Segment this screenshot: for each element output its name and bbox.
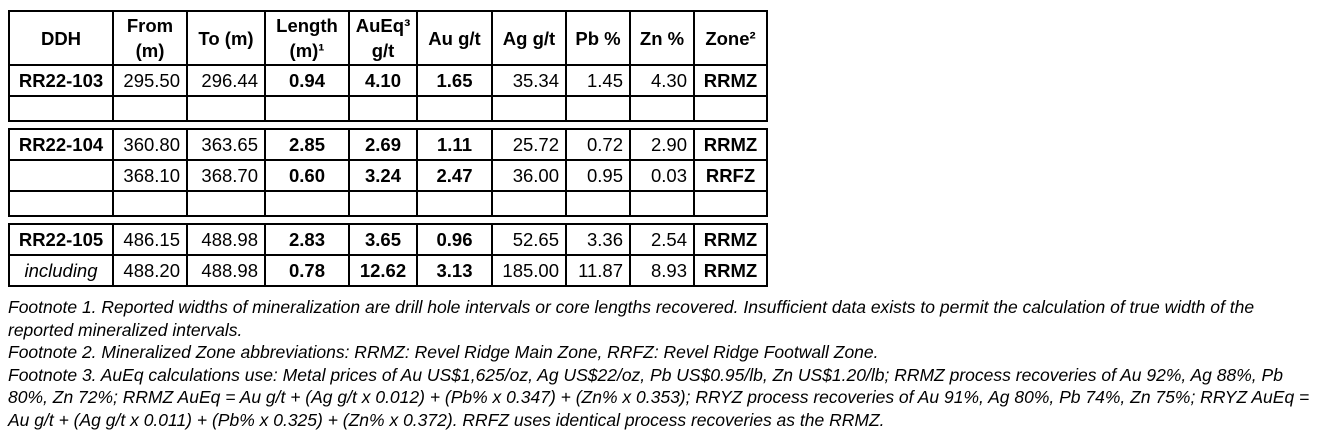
results-group-2: RR22-104 360.80 363.65 2.85 2.69 1.11 25… (8, 128, 768, 217)
cell-zn: 0.03 (629, 159, 695, 192)
cell-aueq: 4.10 (348, 64, 418, 97)
blank-cell (264, 190, 350, 217)
blank-cell (8, 190, 114, 217)
blank-cell (186, 95, 266, 122)
cell-from: 360.80 (112, 128, 188, 161)
cell-zn: 4.30 (629, 64, 695, 97)
blank-cell (112, 95, 188, 122)
blank-cell (186, 190, 266, 217)
cell-au: 2.47 (416, 159, 493, 192)
drill-results-table: DDH From (m) To (m) Length (m)¹ AuEq³ g/… (8, 10, 768, 287)
cell-to: 296.44 (186, 64, 266, 97)
blank-cell (565, 95, 631, 122)
cell-zone: RRFZ (693, 159, 768, 192)
blank-cell (629, 190, 695, 217)
cell-zone: RRMZ (693, 223, 768, 256)
cell-aueq: 3.65 (348, 223, 418, 256)
blank-cell (348, 190, 418, 217)
header-to: To (m) (186, 10, 266, 66)
footnotes: Footnote 1. Reported widths of mineraliz… (8, 296, 1314, 431)
blank-cell (348, 95, 418, 122)
cell-ddh: including (8, 254, 114, 287)
results-group-3: RR22-105 486.15 488.98 2.83 3.65 0.96 52… (8, 223, 768, 287)
cell-aueq: 12.62 (348, 254, 418, 287)
blank-cell (565, 190, 631, 217)
header-aueq: AuEq³ g/t (348, 10, 418, 66)
cell-zn: 2.90 (629, 128, 695, 161)
footnote-1: Footnote 1. Reported widths of mineraliz… (8, 297, 1255, 340)
cell-zone: RRMZ (693, 254, 768, 287)
cell-from: 486.15 (112, 223, 188, 256)
blank-cell (264, 95, 350, 122)
header-zone: Zone² (693, 10, 768, 66)
cell-au: 3.13 (416, 254, 493, 287)
blank-cell (693, 95, 768, 122)
header-row: DDH From (m) To (m) Length (m)¹ AuEq³ g/… (8, 10, 768, 66)
cell-aueq: 3.24 (348, 159, 418, 192)
cell-zn: 2.54 (629, 223, 695, 256)
header-ddh: DDH (8, 10, 114, 66)
cell-aueq: 2.69 (348, 128, 418, 161)
cell-pb: 3.36 (565, 223, 631, 256)
table-row-rr22-104b: 368.10 368.70 0.60 3.24 2.47 36.00 0.95 … (8, 159, 768, 192)
header-zn: Zn % (629, 10, 695, 66)
header-from: From (m) (112, 10, 188, 66)
cell-pb: 0.72 (565, 128, 631, 161)
footnote-2: Footnote 2. Mineralized Zone abbreviatio… (8, 342, 879, 362)
cell-pb: 1.45 (565, 64, 631, 97)
header-pb: Pb % (565, 10, 631, 66)
cell-from: 368.10 (112, 159, 188, 192)
cell-from: 295.50 (112, 64, 188, 97)
blank-cell (629, 95, 695, 122)
cell-length: 2.85 (264, 128, 350, 161)
cell-to: 363.65 (186, 128, 266, 161)
cell-pb: 0.95 (565, 159, 631, 192)
blank-cell (693, 190, 768, 217)
cell-to: 368.70 (186, 159, 266, 192)
blank-cell (416, 190, 493, 217)
cell-ddh: RR22-104 (8, 128, 114, 161)
cell-ddh: RR22-105 (8, 223, 114, 256)
cell-length: 0.60 (264, 159, 350, 192)
cell-ag: 35.34 (491, 64, 567, 97)
header-au: Au g/t (416, 10, 493, 66)
table-row-including: including 488.20 488.98 0.78 12.62 3.13 … (8, 254, 768, 287)
cell-ddh: RR22-103 (8, 64, 114, 97)
cell-ag: 25.72 (491, 128, 567, 161)
cell-au: 1.11 (416, 128, 493, 161)
cell-pb: 11.87 (565, 254, 631, 287)
cell-au: 0.96 (416, 223, 493, 256)
cell-ag: 52.65 (491, 223, 567, 256)
footnote-3: Footnote 3. AuEq calculations use: Metal… (8, 364, 1310, 430)
cell-from: 488.20 (112, 254, 188, 287)
table-row-rr22-104: RR22-104 360.80 363.65 2.85 2.69 1.11 25… (8, 128, 768, 161)
table-row-rr22-103: RR22-103 295.50 296.44 0.94 4.10 1.65 35… (8, 64, 768, 97)
blank-row (8, 95, 768, 122)
blank-cell (491, 95, 567, 122)
cell-to: 488.98 (186, 254, 266, 287)
header-length: Length (m)¹ (264, 10, 350, 66)
table-row-rr22-105: RR22-105 486.15 488.98 2.83 3.65 0.96 52… (8, 223, 768, 256)
cell-ddh (8, 159, 114, 192)
blank-cell (8, 95, 114, 122)
blank-cell (491, 190, 567, 217)
cell-ag: 185.00 (491, 254, 567, 287)
cell-zone: RRMZ (693, 64, 768, 97)
blank-row (8, 190, 768, 217)
blank-cell (112, 190, 188, 217)
cell-length: 2.83 (264, 223, 350, 256)
cell-length: 0.78 (264, 254, 350, 287)
cell-au: 1.65 (416, 64, 493, 97)
cell-to: 488.98 (186, 223, 266, 256)
header-ag: Ag g/t (491, 10, 567, 66)
results-group-1: DDH From (m) To (m) Length (m)¹ AuEq³ g/… (8, 10, 768, 122)
blank-cell (416, 95, 493, 122)
cell-zn: 8.93 (629, 254, 695, 287)
cell-ag: 36.00 (491, 159, 567, 192)
cell-length: 0.94 (264, 64, 350, 97)
cell-zone: RRMZ (693, 128, 768, 161)
